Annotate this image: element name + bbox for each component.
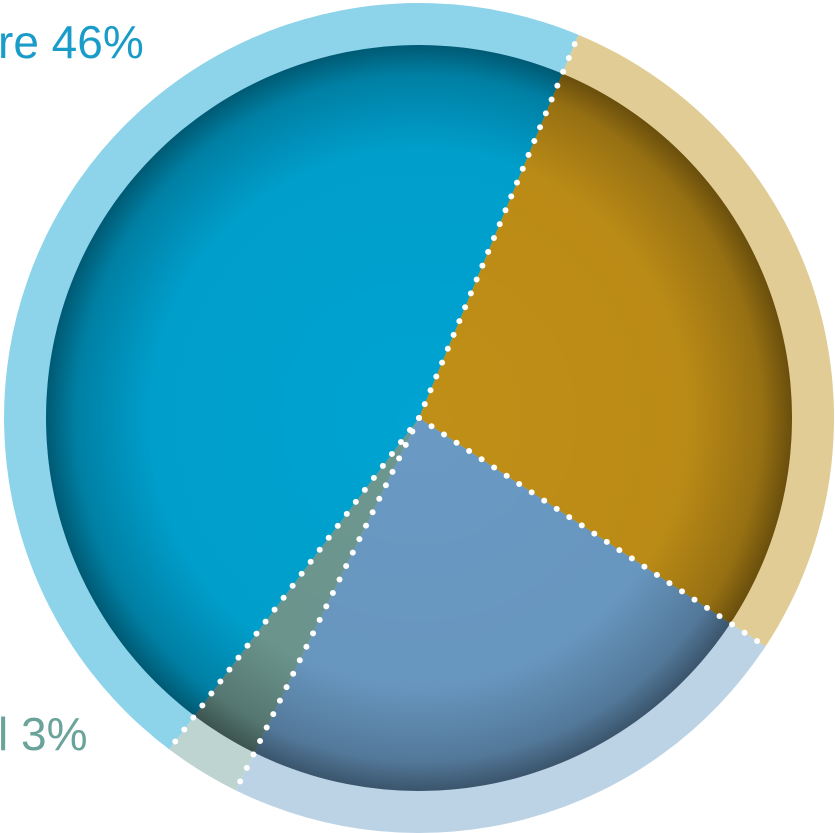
slice-label-3: l 3% xyxy=(0,708,87,760)
slice-label-0: re 46% xyxy=(0,16,144,68)
slice-labels: re 46% l 3% xyxy=(0,16,144,760)
